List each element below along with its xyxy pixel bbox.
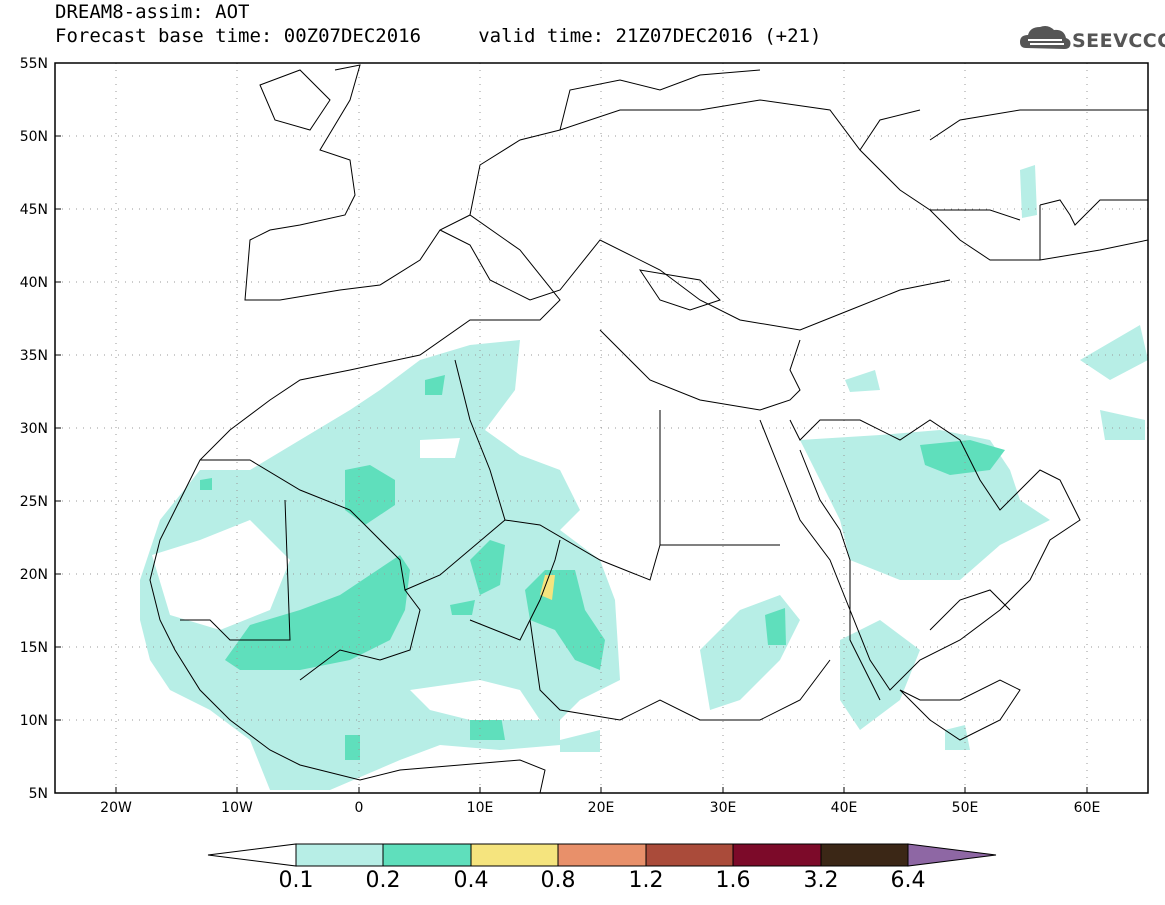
lon-label-50e: 50E — [952, 800, 979, 816]
lat-label-15n: 15N — [20, 640, 48, 656]
lon-label-60e: 60E — [1074, 800, 1101, 816]
colorbar-bin-1 — [382, 843, 472, 867]
aot-clear-areas — [152, 438, 540, 720]
colorbar-label-2: 0.4 — [453, 868, 489, 893]
colorbar-bin-6 — [820, 843, 909, 867]
colorbar-label-4: 1.2 — [628, 868, 664, 893]
lat-label-50n: 50N — [20, 129, 48, 145]
seevccc-cloud-logo-icon — [1020, 26, 1071, 49]
lat-label-30n: 30N — [20, 421, 48, 437]
lon-label-10w: 10W — [221, 800, 253, 816]
colorbar-bin-2 — [470, 843, 559, 867]
lon-label-20w: 20W — [100, 800, 132, 816]
lon-label-20e: 20E — [588, 800, 615, 816]
colorbar — [207, 843, 997, 867]
colorbar-bin-4 — [645, 843, 734, 867]
lon-label-0: 0 — [355, 800, 364, 816]
aot-shading — [140, 165, 1148, 790]
lat-label-20n: 20N — [20, 567, 48, 583]
lat-label-10n: 10N — [20, 713, 48, 729]
logo-text: SEEVCCC — [1072, 30, 1165, 52]
colorbar-label-3: 0.8 — [540, 868, 576, 893]
colorbar-bin-5 — [732, 843, 822, 867]
colorbar-bin-0 — [295, 843, 384, 867]
colorbar-label-6: 3.2 — [803, 868, 839, 893]
lon-label-40e: 40E — [831, 800, 858, 816]
tick-marks — [55, 62, 1088, 794]
lat-label-55n: 55N — [20, 56, 48, 72]
lat-label-35n: 35N — [20, 348, 48, 364]
colorbar-label-1: 0.2 — [365, 868, 401, 893]
lon-label-30e: 30E — [710, 800, 737, 816]
lat-label-5n: 5N — [29, 786, 48, 802]
lat-label-25n: 25N — [20, 494, 48, 510]
colorbar-label-0: 0.1 — [278, 868, 314, 893]
colorbar-bin-3 — [557, 843, 647, 867]
forecast-time-subtitle: Forecast base time: 00Z07DEC2016 valid t… — [55, 25, 822, 47]
map-title: DREAM8-assim: AOT — [55, 1, 250, 23]
colorbar-label-7: 6.4 — [890, 868, 926, 893]
lat-label-40n: 40N — [20, 275, 48, 291]
lat-label-45n: 45N — [20, 202, 48, 218]
aot-shading-high — [540, 575, 555, 600]
lon-label-10e: 10E — [467, 800, 494, 816]
colorbar-low-arrow — [207, 843, 297, 867]
colorbar-label-5: 1.6 — [715, 868, 751, 893]
colorbar-high-arrow — [907, 843, 997, 867]
map-gridlines — [55, 63, 1148, 793]
coastlines-and-borders — [149, 64, 1149, 794]
